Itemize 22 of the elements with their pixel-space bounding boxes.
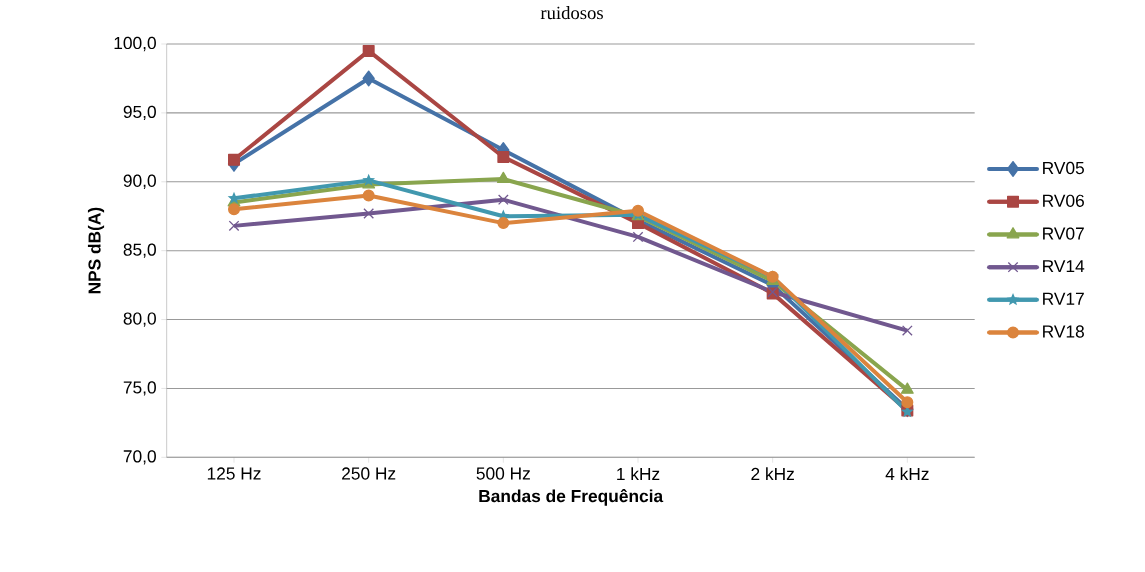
legend-label: RV17 <box>1043 292 1084 305</box>
x-tick-label: 4 kHz <box>885 467 929 480</box>
y-tick-label: 90,0 <box>123 174 156 189</box>
y-tick-label: 75,0 <box>123 381 156 396</box>
x-tick-label: 2 kHz <box>751 467 794 480</box>
y-tick-label: 100,0 <box>114 36 156 52</box>
x-axis-title: Bandas de Frequência <box>479 489 664 506</box>
y-axis-title: NPS dB(A) <box>87 207 105 294</box>
y-tick-label: 95,0 <box>123 105 156 121</box>
legend-label: RV06 <box>1043 194 1084 207</box>
legend-label: RV14 <box>1043 260 1085 273</box>
x-tick-label: 250 Hz <box>342 467 396 480</box>
chart-title: ruidosos <box>540 6 603 20</box>
legend-label: RV05 <box>1043 161 1084 175</box>
y-tick-label: 70,0 <box>123 450 156 465</box>
legend-label: RV07 <box>1043 227 1084 240</box>
y-tick-label: 85,0 <box>123 243 156 258</box>
y-tick-label: 80,0 <box>123 312 156 327</box>
x-tick-label: 125 Hz <box>207 467 261 480</box>
legend-label: RV18 <box>1043 325 1084 338</box>
x-tick-label: 1 kHz <box>617 467 660 480</box>
x-tick-label: 500 Hz <box>476 467 530 480</box>
